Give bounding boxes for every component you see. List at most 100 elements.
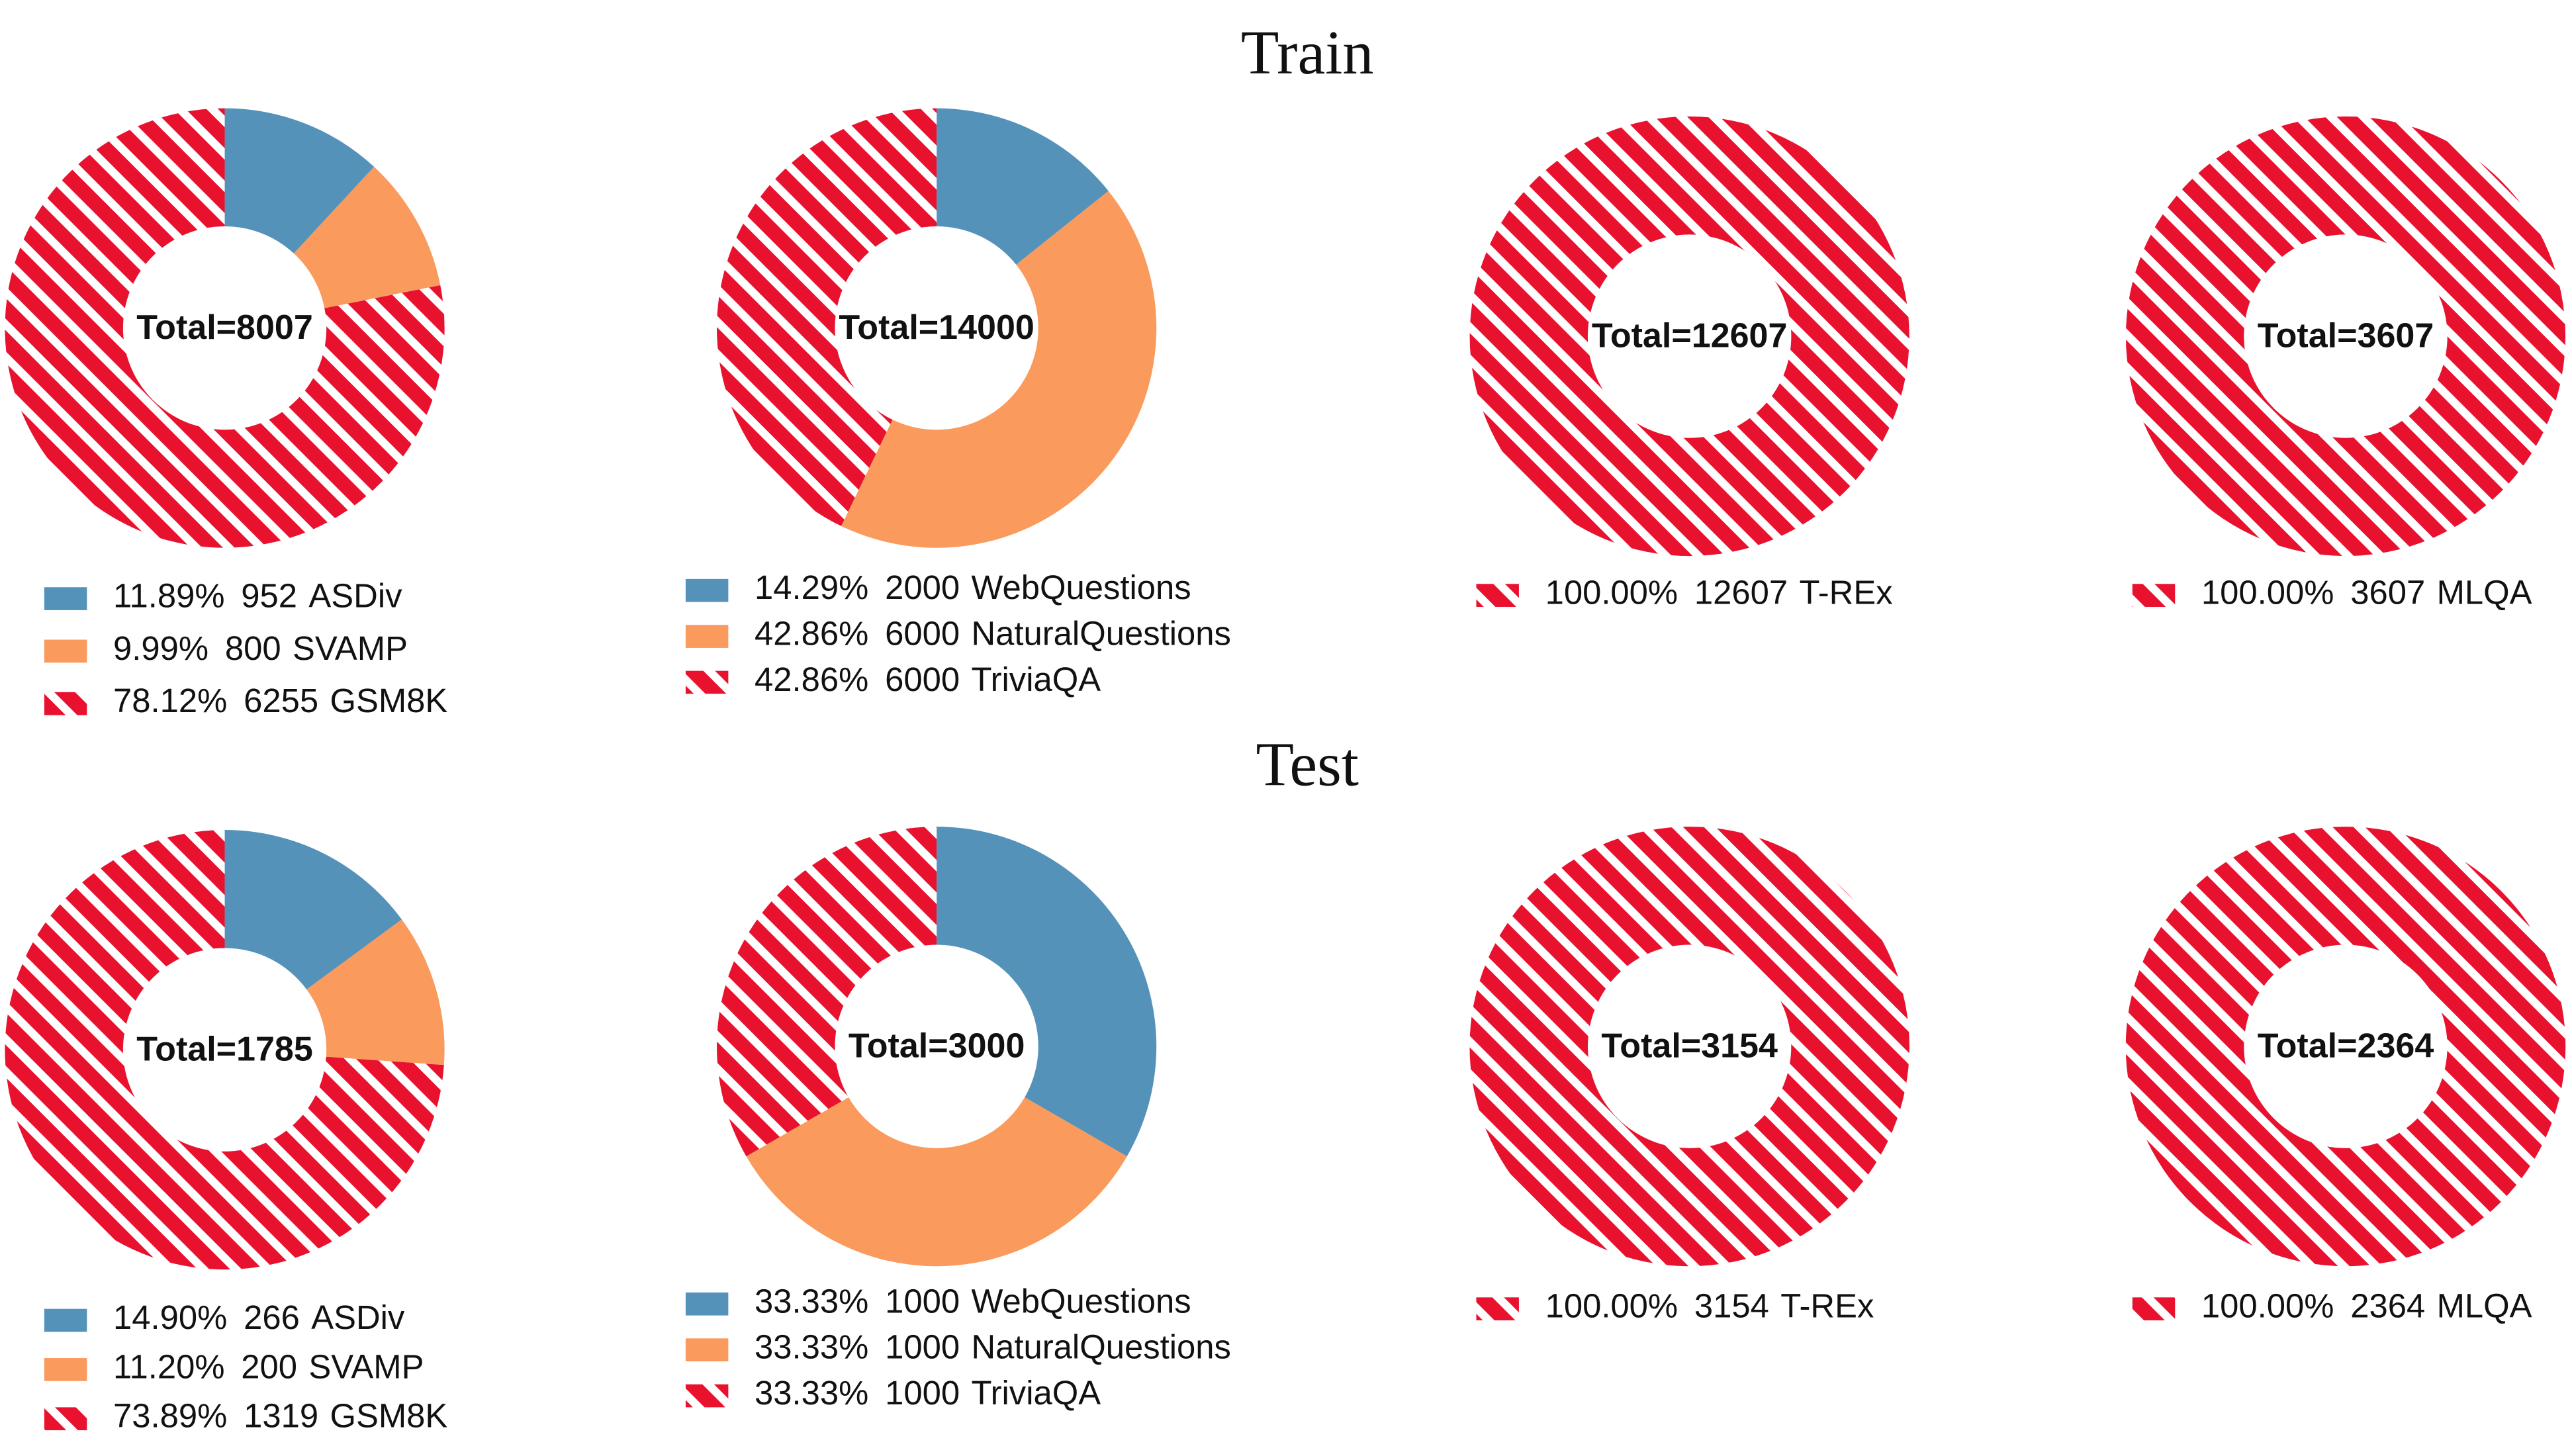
legend-swatch — [44, 639, 87, 663]
donut-chart: Total=8007 11.89% 952 ASDiv 9.99% 800 SVAMP 78.… — [5, 108, 447, 720]
donut-chart: Total=12607 100.00% 12607 T-REx — [1469, 116, 1909, 612]
legend-percent: 78.12% — [113, 682, 227, 720]
legend-count: 6255 — [244, 682, 318, 720]
legend-swatch — [1476, 584, 1519, 607]
legend-swatch — [685, 670, 729, 694]
legend-percent: 9.99% — [113, 629, 208, 667]
legend-swatch — [44, 692, 87, 715]
legend-label: WebQuestions — [971, 1283, 1191, 1320]
legend-count: 1000 — [885, 1328, 960, 1366]
center-label: Total=3607 — [2258, 316, 2434, 355]
center-label: Total=8007 — [136, 308, 313, 347]
donut-slice — [2125, 827, 2566, 1267]
legend-swatch — [685, 578, 729, 602]
legend-entry: 11.20% 200 SVAMP — [113, 1348, 424, 1386]
legend-entry: 100.00% 2364 MLQA — [2201, 1287, 2532, 1325]
legend-entry: 33.33% 1000 WebQuestions — [755, 1283, 1191, 1320]
legend-swatch — [685, 1338, 729, 1362]
donut-slice — [717, 108, 937, 526]
legend-entry: 73.89% 1319 GSM8K — [113, 1397, 447, 1435]
legend-label: ASDiv — [308, 577, 402, 615]
legend-swatch — [44, 1358, 87, 1381]
legend-label: GSM8K — [330, 1397, 447, 1435]
legend-swatch — [685, 1384, 729, 1408]
legend-count: 6000 — [885, 615, 960, 653]
donut-slice — [293, 167, 441, 308]
legend-percent: 33.33% — [755, 1283, 868, 1320]
legend-count: 3154 — [1694, 1287, 1769, 1325]
legend-percent: 14.90% — [113, 1298, 227, 1336]
legend-entry: 14.29% 2000 WebQuestions — [755, 569, 1191, 607]
donut-chart: Total=3154 100.00% 3154 T-REx — [1469, 827, 1909, 1325]
legend-percent: 100.00% — [2201, 574, 2334, 612]
legend-count: 2000 — [885, 569, 960, 607]
legend-label: T-REx — [1780, 1287, 1874, 1325]
legend-percent: 33.33% — [755, 1374, 868, 1412]
legend-label: TriviaQA — [971, 660, 1101, 698]
legend-entry: 42.86% 6000 TriviaQA — [755, 660, 1101, 698]
legend-percent: 11.20% — [113, 1348, 225, 1386]
legend-percent: 100.00% — [2201, 1287, 2334, 1325]
legend-swatch — [685, 625, 729, 648]
legend-entry: 11.89% 952 ASDiv — [113, 577, 402, 615]
legend-percent: 14.29% — [755, 569, 868, 607]
donut-slice — [2125, 116, 2566, 557]
center-label: Total=14000 — [839, 308, 1034, 347]
legend-entry: 9.99% 800 SVAMP — [113, 629, 408, 667]
legend-percent: 100.00% — [1545, 574, 1678, 612]
donut-slice — [5, 830, 444, 1270]
legend-swatch — [44, 1407, 87, 1431]
legend-percent: 42.86% — [755, 660, 868, 698]
legend-label: ASDiv — [311, 1298, 405, 1336]
legend-entry: 14.90% 266 ASDiv — [113, 1298, 405, 1336]
legend-count: 952 — [241, 577, 297, 615]
legend-count: 1319 — [244, 1397, 318, 1435]
donut-slice — [717, 827, 937, 1157]
donut-chart: Total=14000 14.29% 2000 WebQuestions 42.86% 6… — [685, 108, 1231, 698]
legend-label: SVAMP — [308, 1348, 424, 1386]
donut-chart: Total=3607 100.00% 3607 MLQA — [2125, 116, 2566, 612]
legend-count: 266 — [244, 1298, 300, 1336]
legend-entry: 42.86% 6000 NaturalQuestions — [755, 615, 1231, 653]
donut-slice — [224, 108, 375, 253]
section-title: Train — [1241, 19, 1374, 87]
legend-label: NaturalQuestions — [971, 1328, 1230, 1366]
legend-swatch — [44, 1308, 87, 1332]
legend-count: 1000 — [885, 1374, 960, 1412]
donut-slice — [5, 108, 445, 548]
legend-label: GSM8K — [330, 682, 447, 720]
legend-percent: 100.00% — [1545, 1287, 1678, 1325]
legend-entry: 100.00% 3154 T-REx — [1545, 1287, 1874, 1325]
center-label: Total=3000 — [849, 1026, 1025, 1065]
legend-label: TriviaQA — [971, 1374, 1101, 1412]
legend-swatch — [685, 1292, 729, 1316]
legend-count: 200 — [241, 1348, 297, 1386]
donut-slice — [937, 827, 1157, 1157]
legend-label: T-REx — [1800, 574, 1893, 612]
legend-label: NaturalQuestions — [971, 615, 1230, 653]
legend-entry: 100.00% 12607 T-REx — [1545, 574, 1893, 612]
donut-slice — [746, 1097, 1127, 1267]
legend-label: MLQA — [2437, 1287, 2532, 1325]
donut-slice — [306, 919, 445, 1066]
legend-count: 800 — [225, 629, 281, 667]
center-label: Total=12607 — [1592, 316, 1788, 355]
legend-label: WebQuestions — [971, 569, 1191, 607]
donut-slice — [841, 191, 1157, 548]
donut-slice — [937, 108, 1109, 265]
legend-percent: 11.89% — [113, 577, 225, 615]
center-label: Total=3154 — [1601, 1026, 1778, 1065]
legend-swatch — [2132, 584, 2176, 607]
legend-percent: 42.86% — [755, 615, 868, 653]
legend-count: 2364 — [2350, 1287, 2425, 1325]
donut-chart: Total=2364 100.00% 2364 MLQA — [2125, 827, 2566, 1325]
center-label: Total=1785 — [136, 1030, 313, 1068]
legend-swatch — [2132, 1297, 2176, 1321]
center-label: Total=2364 — [2258, 1026, 2434, 1065]
donut-chart: Total=1785 14.90% 266 ASDiv 11.20% 200 SVAMP 73… — [5, 830, 447, 1435]
legend-label: MLQA — [2437, 574, 2532, 612]
section-title: Test — [1256, 730, 1359, 799]
donut-slice — [1469, 116, 1909, 557]
